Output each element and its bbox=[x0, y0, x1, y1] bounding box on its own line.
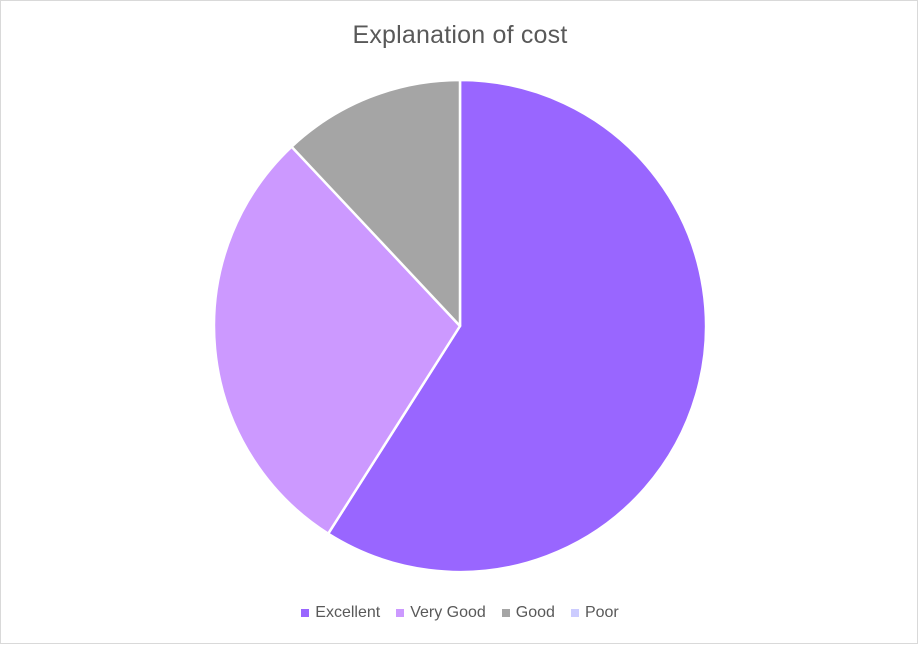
legend-item-poor: Poor bbox=[570, 604, 619, 622]
pie-slice-excellent bbox=[326, 78, 708, 574]
legend-item-very-good: Very Good bbox=[396, 604, 486, 622]
pie-slice-very-good bbox=[212, 145, 462, 535]
chart-title: Explanation of cost bbox=[352, 21, 568, 49]
pie-slices bbox=[212, 78, 708, 574]
legend-swatch-excellent bbox=[301, 609, 310, 617]
legend-label-good: Good bbox=[515, 604, 555, 621]
legend-label-excellent: Excellent bbox=[315, 604, 381, 621]
legend-swatch-very-good bbox=[396, 609, 405, 617]
pie-slice-good bbox=[290, 78, 462, 328]
legend-label-very-good: Very Good bbox=[410, 604, 486, 621]
chart-legend: Excellent Very Good Good Poor bbox=[1, 604, 918, 622]
legend-swatch-good bbox=[501, 609, 510, 617]
legend-item-excellent: Excellent bbox=[301, 604, 380, 622]
legend-swatch-poor bbox=[570, 609, 579, 617]
legend-item-good: Good bbox=[501, 604, 555, 622]
legend-label-poor: Poor bbox=[584, 604, 619, 621]
